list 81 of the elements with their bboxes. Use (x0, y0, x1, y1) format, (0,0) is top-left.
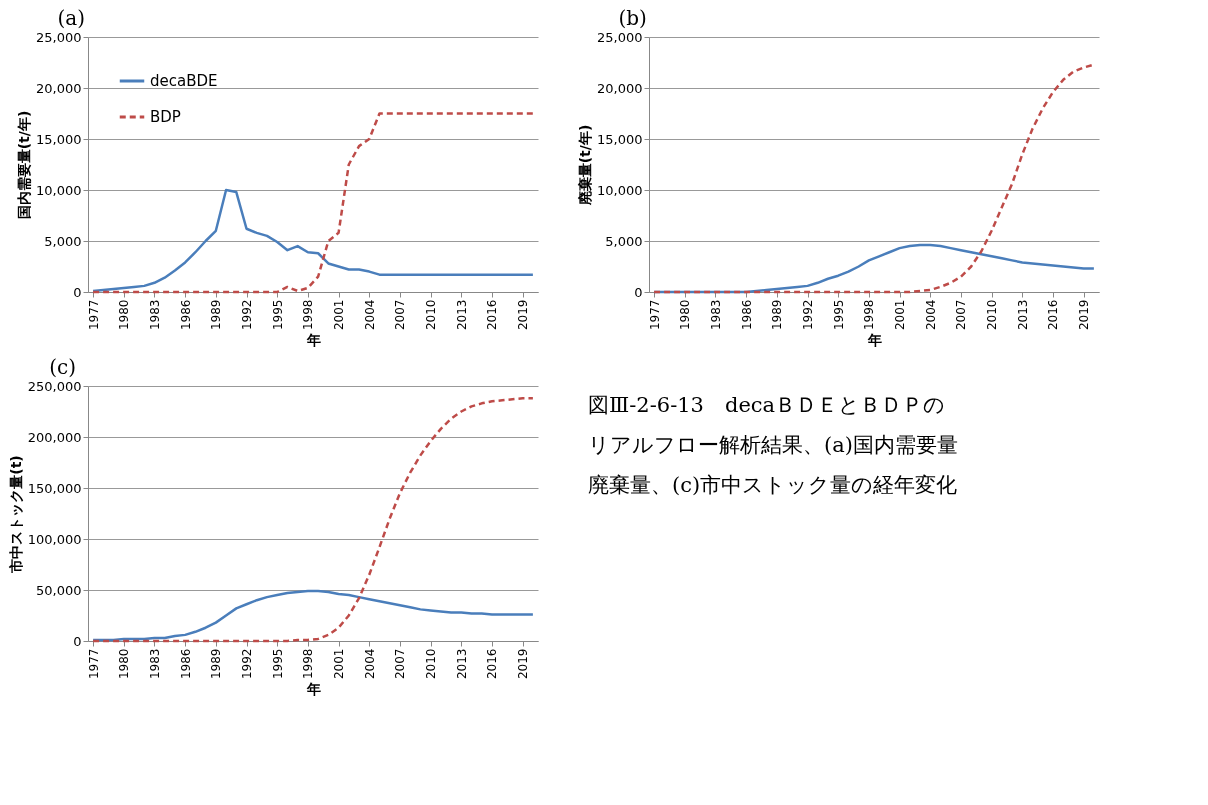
x-tick-label: 2004 (923, 299, 938, 331)
y-tick-label: 0 (73, 284, 82, 300)
x-tick-label: 1998 (862, 299, 877, 331)
y-tick-label: 250,000 (27, 378, 82, 394)
x-tick-label: 2004 (362, 648, 377, 680)
x-tick-label: 2013 (1015, 299, 1030, 331)
x-tick-label: 2007 (393, 299, 408, 331)
line-series (91, 396, 535, 643)
x-tick-label: 2007 (954, 299, 969, 331)
y-tick-label: 50,000 (36, 582, 82, 598)
legend-label: BDP (150, 108, 181, 126)
x-tick-label: 1986 (739, 299, 754, 331)
x-tick-label: 1983 (147, 299, 162, 331)
x-tick-label: 2004 (362, 299, 377, 331)
x-tick-label: 2001 (332, 648, 347, 680)
y-tick-label: 5,000 (605, 233, 643, 249)
y-tick-label: 20,000 (597, 80, 643, 96)
x-tick-label: 1992 (240, 648, 255, 680)
x-tick-label: 2019 (516, 299, 531, 331)
x-tick-label: 1992 (240, 299, 255, 331)
x-tick-label: 2016 (1046, 299, 1061, 331)
chart-title: (b) (618, 6, 647, 30)
text: 廃棄量、(c)市中ストック量の経年変化 (588, 473, 958, 497)
x-tick-label: 1992 (801, 299, 816, 331)
line-series (91, 589, 535, 642)
x-tick-label: 1989 (770, 299, 785, 331)
x-tick-label: 2016 (485, 299, 500, 331)
y-tick-label: 10,000 (597, 182, 643, 198)
x-axis-title: 年 (305, 332, 321, 349)
x-tick-label: 1983 (708, 299, 723, 331)
y-tick-label: 0 (73, 633, 82, 649)
y-axis-title: 市中ストック量(t) (7, 455, 24, 574)
y-tick-label: 0 (634, 284, 643, 300)
x-tick-label: 1977 (86, 648, 101, 680)
legend-label: decaBDE (150, 72, 218, 90)
chart-title: (a) (57, 6, 86, 30)
y-tick-label: 15,000 (36, 131, 82, 147)
x-tick-label: 2016 (485, 648, 500, 680)
y-tick-label: 10,000 (36, 182, 82, 198)
x-tick-label: 2019 (1077, 299, 1092, 331)
x-tick-label: 2001 (332, 299, 347, 331)
x-tick-label: 2013 (454, 299, 469, 331)
x-tick-label: 1998 (301, 648, 316, 680)
x-tick-label: 2013 (454, 648, 469, 680)
x-tick-label: 2010 (985, 299, 1000, 331)
y-axis-title: 国内需要量(t/年) (16, 110, 33, 220)
x-tick-label: 2007 (393, 648, 408, 680)
x-tick-label: 1977 (86, 299, 101, 331)
x-axis-title: 年 (305, 681, 321, 698)
x-tick-label: 1995 (831, 299, 846, 331)
line-series (91, 112, 535, 294)
y-tick-label: 25,000 (36, 29, 82, 45)
x-tick-label: 1983 (147, 648, 162, 680)
x-tick-label: 1980 (117, 299, 132, 331)
y-tick-label: 20,000 (36, 80, 82, 96)
y-tick-label: 100,000 (27, 531, 82, 547)
y-tick-label: 200,000 (27, 429, 82, 445)
y-axis-title: 廃棄量(t/年) (577, 124, 594, 207)
x-tick-label: 1977 (647, 299, 662, 331)
y-tick-label: 25,000 (597, 29, 643, 45)
text: 図Ⅲ-2-6-13 decaＢＤＥとＢＤＰの (588, 393, 946, 417)
chart-title: (c) (49, 355, 77, 379)
x-tick-label: 2019 (516, 648, 531, 680)
x-tick-label: 1989 (209, 648, 224, 680)
x-axis-title: 年 (866, 332, 882, 349)
x-tick-label: 1980 (117, 648, 132, 680)
x-tick-label: 1989 (209, 299, 224, 331)
y-tick-label: 15,000 (597, 131, 643, 147)
x-tick-label: 1995 (270, 299, 285, 331)
x-tick-label: 1995 (270, 648, 285, 680)
text: リアルフロー解析結果、(a)国内需要量 (588, 433, 958, 457)
y-tick-label: 5,000 (44, 233, 82, 249)
x-tick-label: 1998 (301, 299, 316, 331)
y-tick-label: 150,000 (27, 480, 82, 496)
line-series (91, 188, 535, 293)
x-tick-label: 2010 (424, 299, 439, 331)
x-tick-label: 1980 (678, 299, 693, 331)
x-tick-label: 1986 (178, 299, 193, 331)
x-tick-label: 1986 (178, 648, 193, 680)
x-tick-label: 2001 (893, 299, 908, 331)
x-tick-label: 2010 (424, 648, 439, 680)
